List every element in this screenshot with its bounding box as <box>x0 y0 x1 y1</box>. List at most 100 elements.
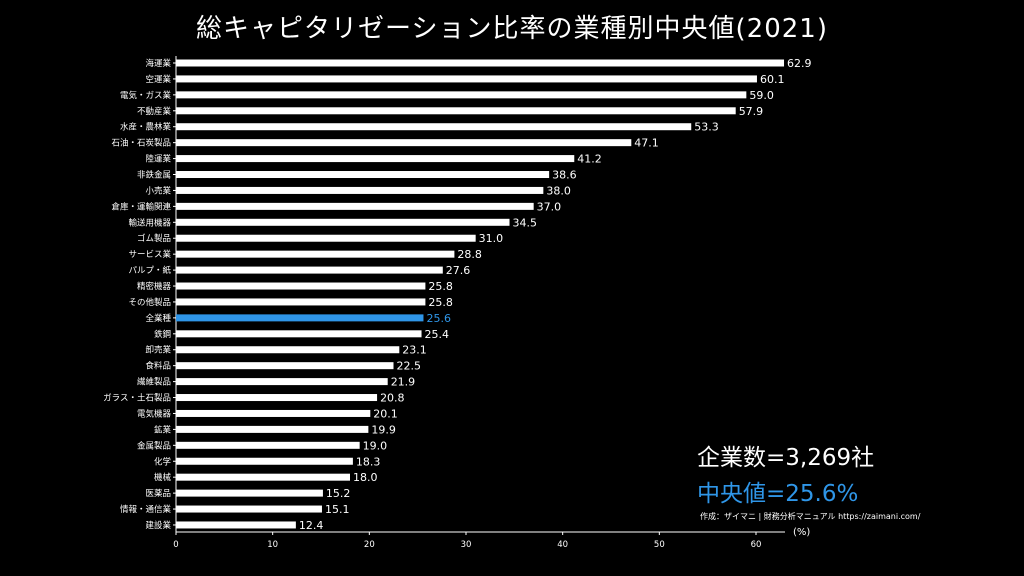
bar <box>176 330 422 338</box>
category-label: 機械 <box>154 472 172 483</box>
bar <box>176 59 785 67</box>
bar <box>176 139 632 147</box>
bar <box>176 234 476 242</box>
category-label: 化学 <box>154 456 172 467</box>
category-label: ガラス・土石製品 <box>103 393 171 404</box>
bar <box>176 489 323 497</box>
category-label: 食料品 <box>145 361 171 372</box>
value-label: 41.2 <box>577 153 602 166</box>
x-tick-label: 60 <box>751 540 762 550</box>
chart-title: 総キャピタリゼーション比率の業種別中央値(2021) <box>196 14 828 44</box>
bar <box>176 75 757 83</box>
x-tick-label: 20 <box>364 540 375 550</box>
value-label: 60.1 <box>760 73 785 86</box>
value-label: 21.9 <box>391 376 416 389</box>
category-label: 非鉄金属 <box>137 170 171 181</box>
credit-text: 作成：ザイマニ | 財務分析マニュアル https://zaimani.com/ <box>700 512 921 521</box>
chart-bars: 海運業 62.9 空運業 60.1 電気・ガス業 59.0 不動産業 57.9 水産・農林業 53… <box>103 57 811 532</box>
value-label: 25.8 <box>428 296 453 309</box>
chart-axes: 0 10 20 30 40 50 60 <box>173 56 785 550</box>
value-label: 15.1 <box>325 503 350 516</box>
value-label: 25.8 <box>428 280 453 293</box>
category-label: 繊維製品 <box>137 377 171 388</box>
bar <box>176 155 575 163</box>
bar <box>176 394 378 402</box>
value-label: 57.9 <box>739 105 764 118</box>
category-label: 水産・農林業 <box>120 122 172 133</box>
category-label: 卸売業 <box>145 345 171 356</box>
category-label: 建設業 <box>145 520 171 531</box>
value-label: 20.8 <box>380 392 405 405</box>
category-label: その他製品 <box>128 297 171 308</box>
x-tick-label: 10 <box>267 540 278 550</box>
category-label: ゴム製品 <box>137 233 171 244</box>
bar <box>176 91 747 99</box>
bar <box>176 202 534 210</box>
value-label: 47.1 <box>634 137 659 150</box>
value-label: 38.6 <box>552 169 577 182</box>
bar <box>176 362 394 370</box>
value-label: 38.0 <box>546 184 571 197</box>
x-tick-label: 0 <box>173 540 178 550</box>
bar <box>176 250 455 258</box>
category-label: 海運業 <box>145 58 171 69</box>
category-label: 電気機器 <box>137 408 172 419</box>
bar <box>176 298 426 306</box>
value-label: 25.6 <box>426 312 451 325</box>
category-label: 鉄鋼 <box>154 329 171 340</box>
value-label: 22.5 <box>397 360 422 373</box>
bar <box>176 186 544 194</box>
category-label: 不動産業 <box>137 106 172 117</box>
bar <box>176 123 692 131</box>
x-tick-label: 50 <box>654 540 665 550</box>
x-tick-label: 30 <box>461 540 472 550</box>
category-label: サービス業 <box>128 249 171 260</box>
value-label: 23.1 <box>402 344 427 357</box>
category-label: 医薬品 <box>145 488 171 499</box>
bar <box>176 505 322 513</box>
category-label: 情報・通信業 <box>120 504 172 515</box>
category-label: 陸運業 <box>145 154 171 165</box>
value-label: 18.3 <box>356 455 381 468</box>
x-tick-label: 40 <box>557 540 568 550</box>
x-axis-unit-label: (%) <box>793 527 811 538</box>
bar <box>176 521 296 529</box>
bar <box>176 282 426 290</box>
value-label: 34.5 <box>513 216 538 229</box>
category-label: 全業種 <box>145 313 171 324</box>
bar-highlight <box>176 314 424 322</box>
value-label: 28.8 <box>457 248 482 261</box>
value-label: 27.6 <box>446 264 471 277</box>
category-label: 輸送用機器 <box>128 217 171 228</box>
value-label: 25.4 <box>425 328 450 341</box>
category-label: 金属製品 <box>137 440 171 451</box>
category-label: 電気・ガス業 <box>120 90 172 101</box>
category-label: 精密機器 <box>137 281 172 292</box>
bar <box>176 409 371 417</box>
company-count-label: 企業数=3,269社 <box>697 445 875 471</box>
category-label: パルプ・紙 <box>128 265 171 276</box>
value-label: 19.9 <box>371 423 396 436</box>
value-label: 37.0 <box>537 200 562 213</box>
bar <box>176 218 510 226</box>
value-label: 15.2 <box>326 487 351 500</box>
bar <box>176 107 736 115</box>
value-label: 12.4 <box>299 519 324 532</box>
value-label: 20.1 <box>373 407 398 420</box>
category-label: 小売業 <box>145 185 171 196</box>
bar <box>176 171 550 179</box>
value-label: 31.0 <box>479 232 504 245</box>
category-label: 鉱業 <box>154 424 172 435</box>
bar <box>176 441 360 449</box>
value-label: 18.0 <box>353 471 378 484</box>
category-label: 倉庫・運輸関連 <box>111 201 171 212</box>
bar <box>176 457 353 465</box>
bar <box>176 425 369 433</box>
category-label: 空運業 <box>145 74 171 85</box>
median-label: 中央値=25.6% <box>697 481 859 507</box>
bar <box>176 378 388 386</box>
value-label: 19.0 <box>363 439 388 452</box>
bar <box>176 473 350 481</box>
value-label: 62.9 <box>787 57 812 70</box>
